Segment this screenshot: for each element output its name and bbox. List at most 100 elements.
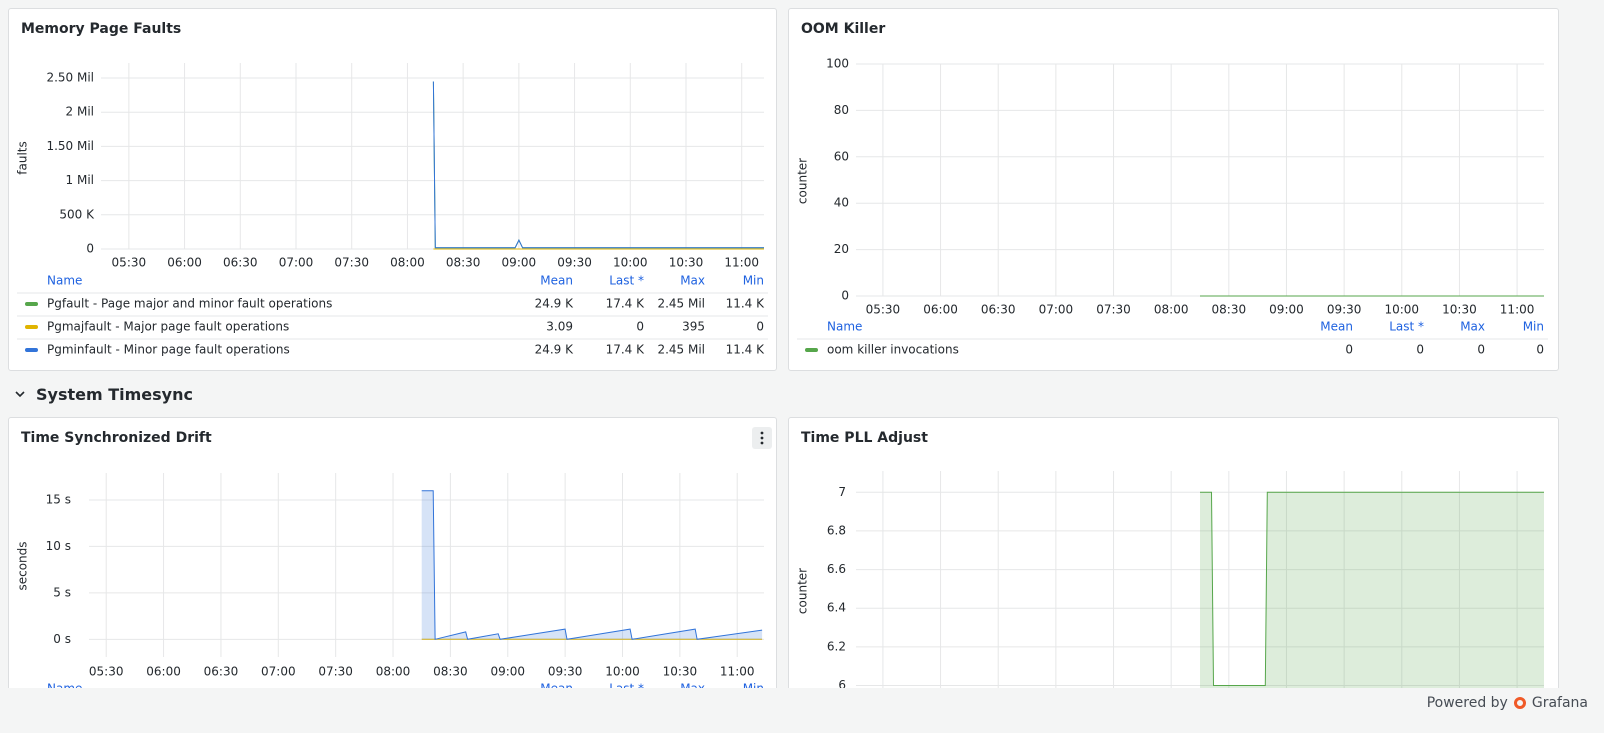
footer: Powered by Grafana (0, 688, 1604, 718)
x-tick-label: 10:30 (663, 665, 698, 679)
series-line (1200, 491, 1544, 686)
y-tick-label: 6.2 (827, 639, 846, 653)
y-tick-label: 80 (834, 103, 849, 117)
x-tick-label: 10:30 (1442, 303, 1477, 317)
x-tick-label: 09:00 (1269, 303, 1304, 317)
legend-name[interactable]: oom killer invocations (827, 343, 959, 357)
series-line (432, 81, 764, 249)
y-tick-label: 10 s (46, 539, 71, 553)
x-tick-label: 10:00 (605, 665, 640, 679)
panel: Time Synchronized Drift seconds 0 s 5 s 10 s… (8, 417, 777, 688)
legend-name[interactable]: Pgfault - Page major and minor fault ope… (47, 297, 332, 311)
row-title[interactable]: System Timesync (36, 384, 193, 404)
legend-stat: 0 (1416, 343, 1424, 357)
legend-header[interactable]: Mean (540, 274, 573, 288)
legend-header[interactable]: Mean (540, 682, 573, 689)
y-tick-label: 6 (838, 678, 846, 688)
x-tick-label: 05:30 (112, 256, 147, 270)
x-tick-label: 10:30 (669, 256, 704, 270)
legend-header[interactable]: Name (47, 682, 82, 689)
legend-header[interactable]: Min (743, 682, 764, 689)
x-tick-label: 08:00 (1154, 303, 1189, 317)
chart: Time PLL Adjust counter 6 6.2 6.4 6.6 6.8 7 (796, 430, 1544, 688)
legend-header[interactable]: Last * (609, 274, 644, 288)
y-tick-label: 0 s (53, 632, 71, 646)
panel-title: Time PLL Adjust (801, 430, 928, 446)
x-tick-label: 09:30 (557, 256, 592, 270)
y-tick-label: 2.50 Mil (46, 71, 94, 85)
y-axis-title: faults (16, 141, 30, 174)
legend-name[interactable]: Pgminfault - Minor page fault operations (47, 343, 290, 357)
legend-swatch (25, 348, 38, 352)
legend-stat: 3.09 (546, 320, 573, 334)
legend-stat: 2.45 Mil (657, 343, 705, 357)
legend-swatch (25, 325, 38, 329)
legend-header[interactable]: Min (743, 274, 764, 288)
row-header[interactable]: System Timesync (14, 383, 193, 405)
x-tick-label: 07:00 (1039, 303, 1074, 317)
x-tick-label: 08:00 (376, 665, 411, 679)
x-tick-label: 08:30 (446, 256, 481, 270)
x-tick-label: 11:00 (724, 256, 759, 270)
legend-header[interactable]: Name (47, 274, 82, 288)
chart: OOM Killer counter 0 20 40 60 80 100 05:30 06:00 0… (796, 21, 1548, 357)
y-tick-label: 20 (834, 242, 849, 256)
y-axis-title: seconds (16, 541, 30, 590)
legend-header[interactable]: Min (1523, 320, 1544, 334)
x-tick-label: 07:30 (334, 256, 369, 270)
chart: Time Synchronized Drift seconds 0 s 5 s 10 s… (16, 427, 772, 689)
legend-swatch (805, 348, 818, 352)
legend-stat: 11.4 K (726, 343, 766, 357)
x-tick-label: 05:30 (89, 665, 124, 679)
legend-header[interactable]: Max (680, 274, 705, 288)
x-tick-label: 10:00 (613, 256, 648, 270)
x-tick-label: 09:00 (490, 665, 525, 679)
legend-name[interactable]: Pgmajfault - Major page fault operations (47, 320, 289, 334)
panel-menu[interactable] (752, 427, 772, 449)
area (1200, 492, 1544, 688)
legend-header[interactable]: Name (827, 320, 862, 334)
legend-header[interactable]: Last * (609, 682, 644, 689)
legend-stat: 17.4 K (606, 297, 646, 311)
legend-stat: 0 (1536, 343, 1544, 357)
x-tick-label: 09:30 (548, 665, 583, 679)
x-tick-label: 07:30 (1096, 303, 1131, 317)
legend-stat: 11.4 K (726, 297, 766, 311)
x-tick-label: 08:00 (390, 256, 425, 270)
y-tick-label: 6.4 (827, 601, 846, 615)
legend-stat: 0 (1477, 343, 1485, 357)
x-tick-label: 07:30 (318, 665, 353, 679)
x-tick-label: 07:00 (279, 256, 314, 270)
x-tick-label: 06:30 (981, 303, 1016, 317)
x-tick-label: 06:00 (167, 256, 202, 270)
legend-header[interactable]: Last * (1389, 320, 1424, 334)
y-tick-label: 6.6 (827, 562, 846, 576)
legend-header[interactable]: Max (1460, 320, 1485, 334)
logo (1513, 697, 1526, 709)
y-tick-label: 60 (834, 149, 849, 163)
panel-title: Memory Page Faults (21, 21, 181, 37)
brand[interactable]: Grafana (1531, 695, 1588, 711)
y-tick-label: 7 (838, 485, 846, 499)
x-tick-label: 11:00 (1500, 303, 1535, 317)
x-tick-label: 09:30 (1327, 303, 1362, 317)
x-tick-label: 08:30 (433, 665, 468, 679)
legend-header[interactable]: Max (680, 682, 705, 689)
legend-stat: 24.9 K (535, 343, 575, 357)
x-tick-label: 08:30 (1212, 303, 1247, 317)
y-axis-title: counter (796, 158, 810, 204)
y-tick-label: 2 Mil (66, 105, 94, 119)
y-tick-label: 0 (841, 289, 849, 303)
x-tick-label: 07:00 (261, 665, 296, 679)
y-tick-label: 0 (86, 242, 94, 256)
panel-title: Time Synchronized Drift (21, 430, 212, 446)
legend-swatch (25, 302, 38, 306)
chevron[interactable] (14, 388, 26, 400)
y-tick-label: 100 (826, 57, 849, 71)
x-tick-label: 05:30 (866, 303, 901, 317)
series-line (421, 490, 763, 640)
legend-stat: 0 (756, 320, 764, 334)
legend-header[interactable]: Mean (1320, 320, 1353, 334)
y-axis-title: counter (796, 568, 810, 614)
